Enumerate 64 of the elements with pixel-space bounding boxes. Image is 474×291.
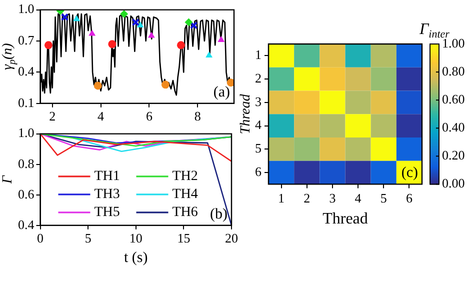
y-tick-label: 1.0	[18, 1, 34, 16]
x-tick-label: 2	[304, 190, 310, 206]
color-bar-label: 0.60	[442, 92, 465, 106]
y-tick-label: 3	[255, 94, 262, 109]
x-tick-label: 2	[49, 108, 56, 124]
y-tick-label: 5	[255, 140, 262, 156]
y-tick-label: 0.8	[18, 156, 34, 171]
x-tick-label: 6	[146, 108, 153, 124]
x-tick-label: 6	[406, 190, 413, 206]
x-tick-label: 8	[194, 108, 201, 124]
y-axis-title: Γ	[0, 174, 16, 185]
x-tick-label: 4	[98, 108, 105, 124]
y-tick-label: 6	[255, 164, 262, 179]
y-tick-label: 0.6	[18, 186, 35, 202]
x-tick-label: 3	[329, 190, 336, 206]
y-tick-label: 0.4	[18, 64, 35, 79]
legend-label: TH3	[94, 187, 120, 202]
point	[190, 22, 198, 30]
point	[73, 15, 80, 22]
legend-label: TH2	[172, 169, 198, 184]
point	[108, 40, 116, 48]
point	[184, 18, 193, 26]
point	[148, 32, 155, 38]
y-axis-title: Thread	[238, 93, 254, 134]
color-bar-label: 0.20	[442, 148, 465, 163]
x-tick-label: 15	[177, 230, 190, 246]
point	[226, 78, 234, 87]
x-tick-label: 20	[225, 230, 238, 246]
x-tick-label: 10	[129, 230, 142, 246]
legend-label: TH4	[172, 187, 198, 202]
point	[132, 18, 140, 26]
point	[88, 30, 96, 36]
point	[60, 13, 69, 21]
y-tick-label: 1.0	[18, 125, 34, 140]
point	[136, 21, 144, 28]
x-tick-label: 1	[278, 190, 285, 206]
point	[94, 82, 102, 90]
point	[44, 41, 52, 50]
point	[176, 41, 185, 50]
point	[206, 52, 213, 58]
annotation: (c)	[401, 165, 418, 182]
legend-label: TH5	[94, 205, 120, 220]
y-tick-label: 0.4	[18, 216, 35, 232]
x-axis-title: t (s)	[124, 250, 148, 266]
y-tick-label: 0.7	[18, 32, 35, 48]
x-tick-label: 0	[37, 230, 44, 246]
annotation: (b)	[210, 206, 228, 222]
legend-label: TH1	[94, 169, 120, 184]
point	[218, 36, 225, 42]
point	[161, 80, 170, 89]
x-tick-label: 5	[380, 190, 387, 206]
point	[120, 10, 128, 18]
color-bar-label: 0.00	[442, 176, 465, 191]
x-tick-label: 4	[354, 190, 362, 206]
legend-label: TH6	[172, 205, 198, 220]
y-tick-label: 2	[255, 70, 262, 86]
y-axis-title: γp(n)	[0, 42, 18, 70]
y-tick-label: 0.1	[18, 94, 34, 110]
color-bar-label: 0.40	[442, 120, 465, 135]
x-axis-title: Thread	[322, 210, 368, 228]
y-tick-label: 1	[255, 47, 262, 62]
x-tick-label: 5	[84, 230, 92, 246]
color-bar-label: 0.80	[442, 63, 465, 78]
annotation: (a)	[213, 84, 230, 100]
